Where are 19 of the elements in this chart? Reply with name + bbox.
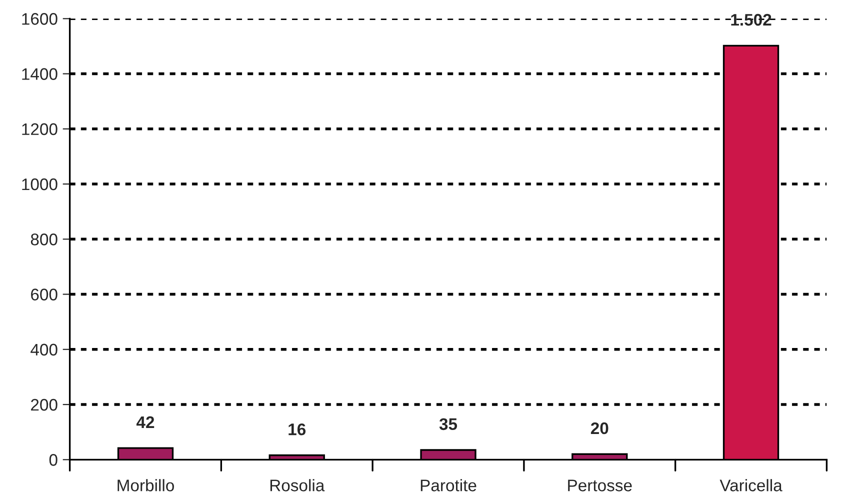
x-tick-label: Morbillo (118, 479, 174, 492)
data-label: 35 (439, 418, 458, 430)
data-label: 16 (288, 423, 306, 436)
data-label: 42 (136, 416, 154, 428)
y-tick-label: 1200 (22, 123, 58, 136)
y-tick-label: 0 (49, 454, 58, 466)
y-tick-label: 1400 (22, 68, 58, 80)
x-tick-label: Pertosse (568, 480, 632, 492)
data-label: 1.502 (731, 14, 772, 26)
x-tick-label: Rosolia (270, 479, 325, 492)
x-tick-label: Varicella (720, 479, 782, 492)
y-tick-label: 1600 (22, 13, 58, 25)
y-tick-label: 200 (31, 398, 58, 411)
y-tick-label: 400 (30, 344, 58, 356)
x-tick-label: Parotite (420, 479, 476, 492)
data-label: 20 (590, 422, 608, 434)
y-tick-label: 1000 (22, 178, 58, 190)
y-tick-label: 800 (30, 234, 58, 246)
y-tick-label: 600 (31, 288, 58, 300)
